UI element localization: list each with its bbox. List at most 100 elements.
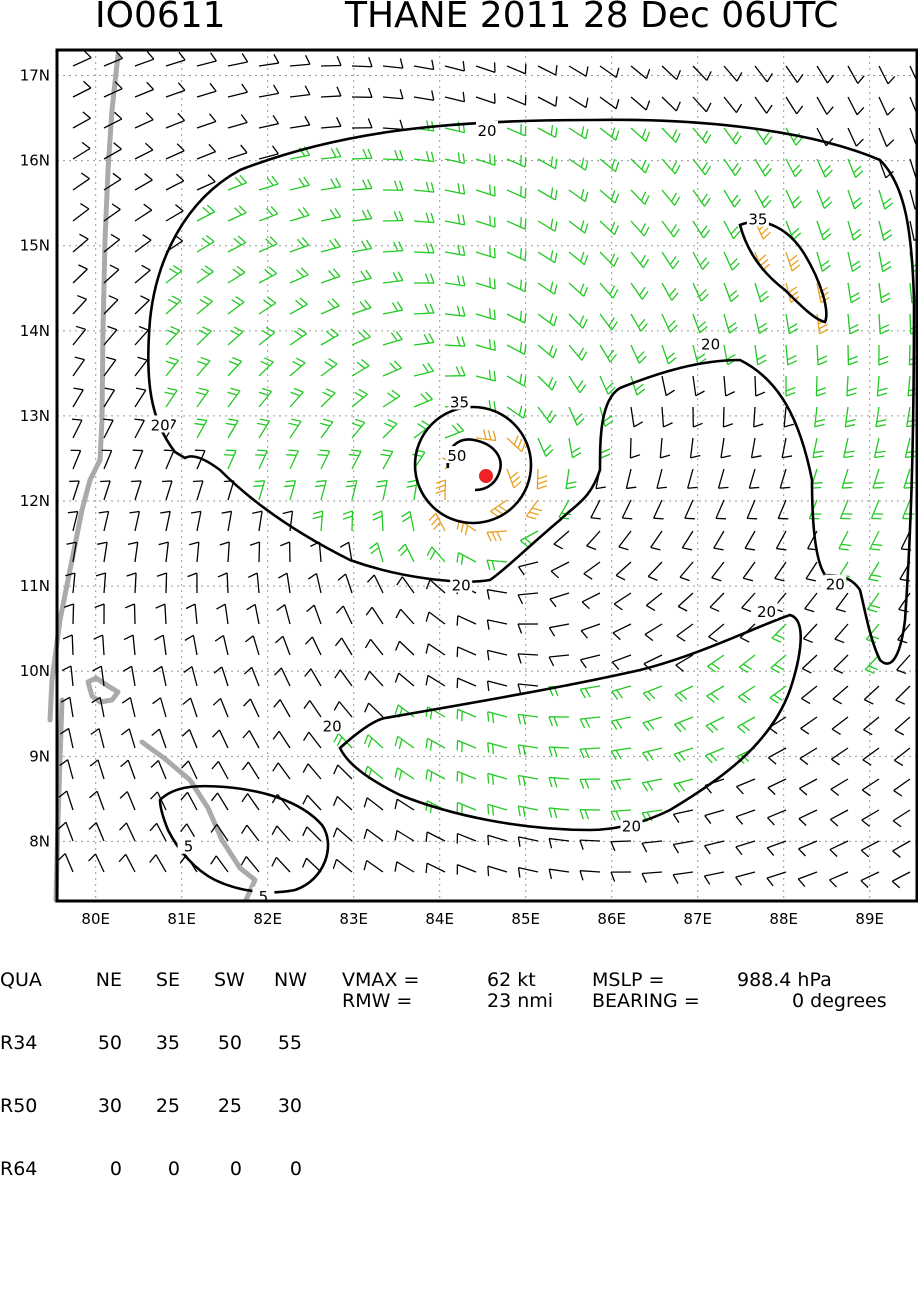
wind-barb bbox=[799, 810, 817, 826]
wind-barb bbox=[396, 641, 414, 655]
wind-barb bbox=[290, 298, 308, 314]
wind-barb bbox=[73, 296, 87, 314]
wind-barb bbox=[395, 768, 414, 781]
wind-barb bbox=[507, 342, 526, 354]
y-tick-label: 15N bbox=[20, 237, 50, 255]
wind-barb bbox=[352, 210, 372, 221]
wind-barb bbox=[290, 389, 303, 407]
wind-barb bbox=[736, 872, 755, 885]
wind-barb bbox=[104, 326, 117, 345]
wind-barb bbox=[135, 52, 154, 66]
wind-barb bbox=[518, 837, 538, 847]
wind-barb bbox=[755, 376, 765, 396]
wind-barb bbox=[123, 666, 135, 686]
wind-barb bbox=[120, 823, 135, 841]
wind-barb bbox=[893, 810, 910, 827]
contour-label: 20 bbox=[452, 576, 471, 594]
wind-barb bbox=[549, 717, 569, 726]
wind-barb bbox=[401, 511, 414, 531]
wind-barb bbox=[364, 798, 383, 810]
wind-barb bbox=[894, 779, 910, 796]
y-tick-label: 11N bbox=[20, 577, 50, 595]
wind-barb bbox=[723, 407, 732, 427]
wind-barb bbox=[320, 419, 333, 438]
wind-barb bbox=[457, 740, 476, 752]
wind-barb bbox=[197, 357, 210, 376]
wind-barb bbox=[747, 500, 757, 519]
wind-barb bbox=[705, 810, 724, 824]
wind-barb bbox=[742, 593, 755, 611]
wind-barb bbox=[614, 593, 631, 610]
wind-barb bbox=[630, 438, 639, 458]
contour-20-inner bbox=[340, 615, 801, 830]
wind-barb bbox=[131, 481, 141, 500]
cell-r34-sw: 50 bbox=[214, 1033, 242, 1054]
wind-barb bbox=[507, 374, 526, 386]
wind-barb bbox=[745, 531, 755, 550]
wind-barb bbox=[346, 481, 357, 500]
wind-barb bbox=[244, 699, 259, 717]
wind-barb bbox=[134, 419, 144, 438]
wind-barb bbox=[643, 686, 662, 701]
wind-barb bbox=[631, 314, 647, 331]
wind-barb bbox=[321, 208, 341, 221]
wind-barb bbox=[704, 872, 724, 884]
wind-barb bbox=[160, 511, 170, 531]
wind-barb bbox=[166, 205, 183, 221]
row-label: R50 bbox=[0, 1096, 37, 1117]
wind-barb bbox=[426, 770, 445, 782]
wind-barb bbox=[507, 248, 526, 260]
coastline-srilanka bbox=[142, 742, 255, 900]
wind-barb bbox=[308, 573, 321, 593]
wind-barb bbox=[685, 500, 695, 519]
wind-barb bbox=[507, 186, 526, 198]
wind-barb bbox=[476, 339, 495, 350]
wind-barb bbox=[879, 190, 893, 209]
y-tick-label: 13N bbox=[20, 407, 50, 425]
wind-barb bbox=[538, 345, 557, 358]
contour-label: 20 bbox=[701, 336, 720, 354]
wind-barb bbox=[538, 125, 557, 137]
wind-barb bbox=[121, 729, 135, 748]
wind-barb bbox=[786, 159, 802, 177]
wind-barb bbox=[305, 669, 321, 686]
wind-barb bbox=[124, 635, 135, 655]
wind-barb bbox=[817, 252, 830, 271]
wind-barb bbox=[307, 605, 321, 624]
table-row-r64: R64 0 0 0 0 bbox=[0, 1159, 24, 1180]
wind-barb bbox=[220, 542, 230, 562]
wind-barb bbox=[554, 531, 569, 549]
wind-barb bbox=[303, 827, 321, 841]
wind-barb bbox=[197, 327, 211, 345]
wind-barb bbox=[847, 376, 857, 396]
wind-barb bbox=[352, 179, 372, 190]
wind-barb bbox=[736, 810, 755, 824]
wind-barb bbox=[228, 54, 248, 66]
wind-barb bbox=[724, 128, 741, 144]
wind-barb bbox=[707, 686, 724, 702]
wind-barb bbox=[321, 359, 337, 376]
wind-barb bbox=[778, 500, 788, 519]
wind-barb bbox=[252, 511, 262, 531]
wind-barb bbox=[321, 239, 340, 252]
wind-barb bbox=[831, 779, 848, 795]
wind-barb bbox=[662, 376, 675, 396]
wind-barb bbox=[580, 686, 600, 698]
wind-barb bbox=[255, 450, 267, 469]
wind-barb bbox=[799, 779, 817, 795]
wind-barb bbox=[73, 173, 90, 190]
wind-barb bbox=[352, 149, 372, 159]
wind-barb bbox=[135, 174, 152, 190]
wind-barb bbox=[631, 283, 648, 299]
cell-r64-ne: 0 bbox=[94, 1159, 122, 1180]
wind-barb bbox=[303, 764, 321, 779]
wind-barb bbox=[705, 748, 724, 763]
wind-barb bbox=[166, 266, 182, 283]
cell-r50-nw: 30 bbox=[274, 1096, 302, 1117]
wind-barb bbox=[519, 562, 538, 575]
wind-barb bbox=[631, 221, 649, 236]
wind-barb bbox=[581, 624, 600, 638]
wind-barb bbox=[259, 358, 273, 376]
wind-barb bbox=[549, 839, 569, 849]
wind-barb bbox=[104, 357, 116, 376]
